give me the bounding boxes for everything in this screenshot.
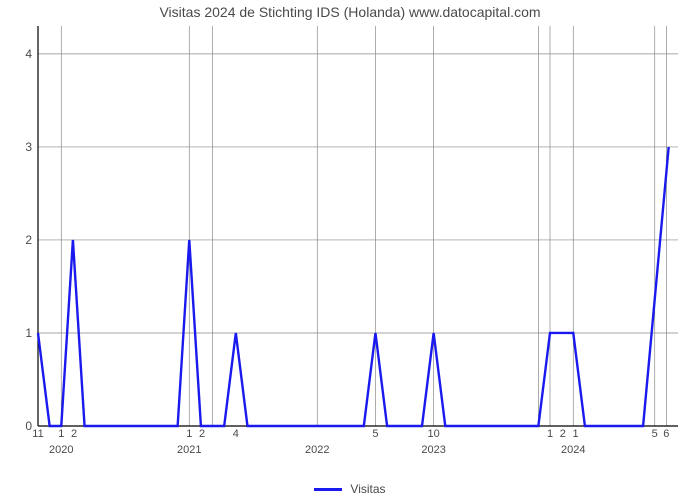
x-tick-minor-label: 1 [573, 428, 579, 440]
x-tick-minor-label: 1 [58, 428, 64, 440]
x-year-label: 2023 [421, 444, 445, 456]
x-tick-minor-label: 1 [186, 428, 192, 440]
x-tick-minor-label: 5 [652, 428, 658, 440]
x-year-label: 2020 [49, 444, 73, 456]
legend: Visitas [0, 478, 700, 497]
series-line-visitas [38, 147, 669, 426]
x-tick-minor-label: 4 [233, 428, 239, 440]
legend-label: Visitas [350, 482, 385, 496]
x-year-label: 2021 [177, 444, 201, 456]
x-tick-minor-label: 2 [199, 428, 205, 440]
x-tick-minor-label: 2 [560, 428, 566, 440]
legend-swatch [314, 488, 342, 491]
x-tick-minor-label: 10 [428, 428, 440, 440]
x-tick-minor-label: 11 [32, 428, 43, 440]
x-tick-minor-label: 2 [71, 428, 77, 440]
chart-plot [0, 0, 700, 500]
y-tick-label: 1 [25, 326, 32, 340]
x-tick-minor-label: 5 [372, 428, 378, 440]
legend-item-visitas: Visitas [314, 482, 385, 496]
y-tick-label: 0 [25, 419, 32, 433]
y-tick-label: 2 [25, 233, 32, 247]
x-tick-minor-label: 1 [547, 428, 553, 440]
x-tick-minor-label: 6 [663, 428, 669, 440]
y-tick-label: 3 [25, 140, 32, 154]
y-tick-label: 4 [25, 47, 32, 61]
x-year-label: 2022 [305, 444, 329, 456]
x-year-label: 2024 [561, 444, 585, 456]
